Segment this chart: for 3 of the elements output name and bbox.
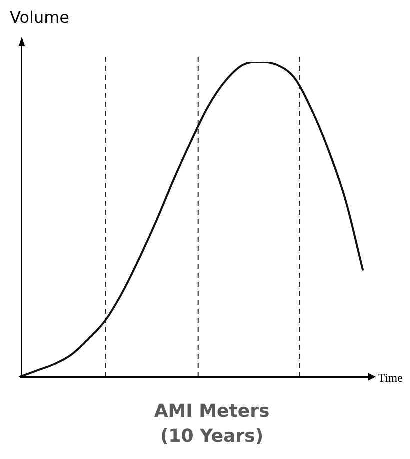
- text: AMI Meters (10 Years): [154, 401, 270, 447]
- y-axis-title: Volume: [10, 8, 70, 27]
- x-axis-title: Time: [378, 371, 403, 386]
